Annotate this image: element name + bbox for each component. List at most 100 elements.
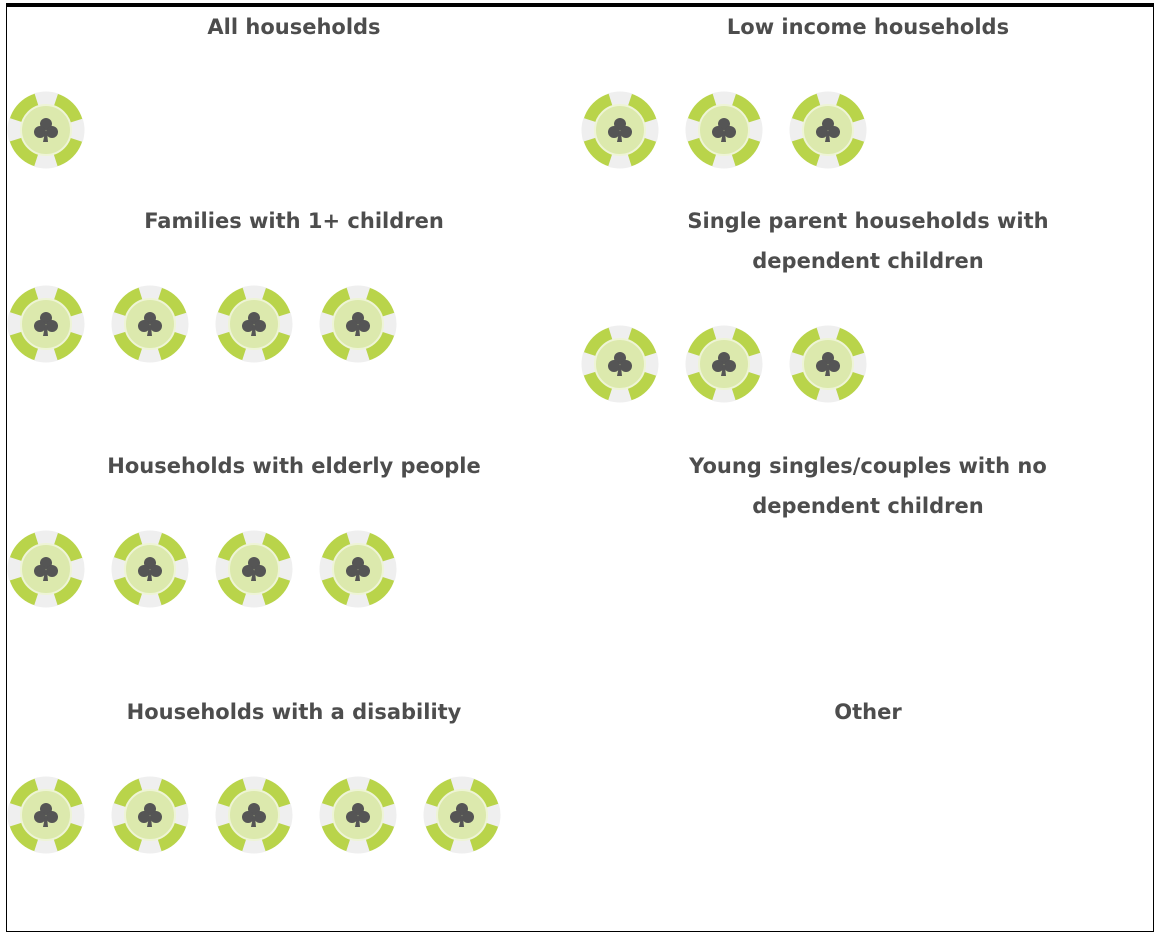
- club-leaf: [608, 360, 620, 372]
- chip: [789, 91, 867, 169]
- club-leaf: [620, 126, 632, 138]
- club-leaf: [46, 811, 58, 823]
- club-stem: [147, 571, 152, 581]
- chip-stripes: [7, 776, 85, 854]
- chip: [7, 776, 85, 854]
- cell-title: Single parent households with dependent c…: [581, 201, 1155, 281]
- club-leaf: [816, 126, 828, 138]
- club-leaf: [138, 320, 150, 332]
- chip: [685, 91, 763, 169]
- cell-title: Households with a disability: [7, 692, 581, 732]
- chip-stripes: [789, 325, 867, 403]
- club-leaf: [450, 811, 462, 823]
- club-stem: [721, 366, 726, 376]
- club-leaf: [346, 565, 358, 577]
- club-leaf: [828, 126, 840, 138]
- chip-stripes: [685, 325, 763, 403]
- club-stem: [251, 571, 256, 581]
- club-leaf: [462, 811, 474, 823]
- club-leaf: [346, 320, 358, 332]
- chip-row: [7, 91, 581, 169]
- club-leaf: [150, 320, 162, 332]
- title-line: dependent children: [752, 494, 984, 518]
- club-stem: [617, 366, 622, 376]
- chip-stripes: [7, 285, 85, 363]
- club-leaf: [34, 565, 46, 577]
- chip-stripes: [111, 530, 189, 608]
- club-stem: [617, 132, 622, 142]
- title-line: Low income households: [726, 15, 1010, 39]
- chip: [111, 776, 189, 854]
- cell-title: Low income households: [581, 7, 1155, 47]
- chip-stripes: [215, 285, 293, 363]
- club-leaf: [358, 320, 370, 332]
- title-line: Households with elderly people: [107, 454, 481, 478]
- chip-stripes: [319, 776, 397, 854]
- club-stem: [43, 817, 48, 827]
- chip-stripes: [7, 91, 85, 169]
- chip-stripes: [581, 91, 659, 169]
- club-leaf: [34, 126, 46, 138]
- chip: [215, 285, 293, 363]
- club-leaf: [358, 565, 370, 577]
- chip: [215, 530, 293, 608]
- table: All households Low income households Famil…: [6, 3, 1154, 932]
- club-leaf: [46, 565, 58, 577]
- club-leaf: [712, 126, 724, 138]
- cell-title: Young singles/couples with no dependent c…: [581, 446, 1155, 526]
- club-stem: [147, 817, 152, 827]
- club-stem: [43, 132, 48, 142]
- cell-title: Families with 1+ children: [7, 201, 581, 241]
- title-line: Other: [834, 700, 902, 724]
- chip: [319, 285, 397, 363]
- chip-row: [7, 530, 581, 608]
- club-stem: [251, 326, 256, 336]
- title-line: Single parent households with: [687, 209, 1049, 233]
- chip-stripes: [215, 530, 293, 608]
- club-stem: [355, 326, 360, 336]
- club-leaf: [608, 126, 620, 138]
- cell: Single parent households with dependent c…: [581, 201, 1155, 446]
- club-leaf: [254, 320, 266, 332]
- chip: [789, 325, 867, 403]
- chip-stripes: [7, 530, 85, 608]
- title-line: All households: [207, 15, 381, 39]
- title-line: Families with 1+ children: [144, 209, 444, 233]
- club-leaf: [712, 360, 724, 372]
- club-stem: [355, 571, 360, 581]
- chip-stripes: [423, 776, 501, 854]
- chip: [7, 91, 85, 169]
- chip-stripes: [319, 285, 397, 363]
- cell: Other: [581, 692, 1155, 931]
- chip-stripes: [789, 91, 867, 169]
- chip-stripes: [111, 776, 189, 854]
- chip-row: [581, 91, 1155, 169]
- club-leaf: [724, 360, 736, 372]
- title-line: Households with a disability: [126, 700, 462, 724]
- club-stem: [459, 817, 464, 827]
- club-stem: [251, 817, 256, 827]
- club-leaf: [150, 565, 162, 577]
- title-line: dependent children: [752, 249, 984, 273]
- cell: Low income households: [581, 7, 1155, 201]
- club-stem: [825, 366, 830, 376]
- club-leaf: [46, 320, 58, 332]
- club-stem: [147, 326, 152, 336]
- cell: All households: [7, 7, 581, 201]
- chip: [319, 530, 397, 608]
- chip-row: [7, 285, 581, 363]
- chip: [111, 530, 189, 608]
- chip: [111, 285, 189, 363]
- club-leaf: [34, 320, 46, 332]
- cell-title: Households with elderly people: [7, 446, 581, 486]
- chip-row: [581, 325, 1155, 403]
- chip: [7, 530, 85, 608]
- cell: Young singles/couples with no dependent c…: [581, 446, 1155, 692]
- club-leaf: [254, 565, 266, 577]
- club-leaf: [138, 811, 150, 823]
- chip: [685, 325, 763, 403]
- club-leaf: [620, 360, 632, 372]
- club-leaf: [358, 811, 370, 823]
- club-leaf: [816, 360, 828, 372]
- chip-stripes: [685, 91, 763, 169]
